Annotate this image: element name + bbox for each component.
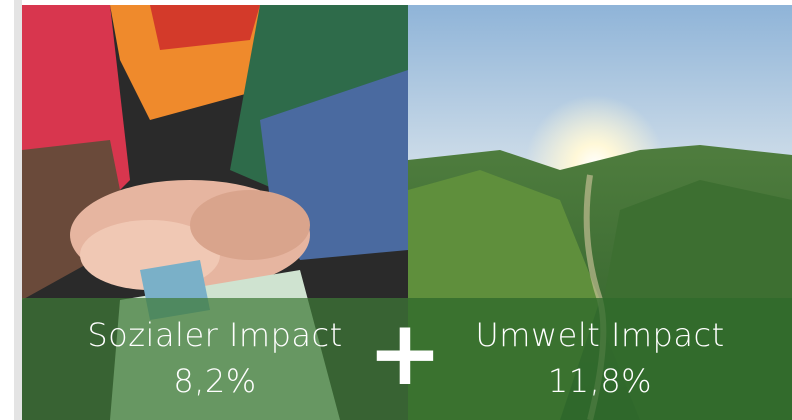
panel-value: 11,8% [548, 362, 652, 400]
shadow [14, 0, 22, 420]
panel-title: Umwelt Impact [475, 316, 724, 354]
impact-banner: Sozialer Impact 8,2% Umwelt Impact 11,8%… [0, 0, 792, 420]
panel-value: 8,2% [173, 362, 256, 400]
page: Sozialer Impact 8,2% Umwelt Impact 11,8%… [0, 0, 792, 420]
panel-title: Sozialer Impact [87, 316, 342, 354]
plus-sign: + [367, 301, 442, 406]
